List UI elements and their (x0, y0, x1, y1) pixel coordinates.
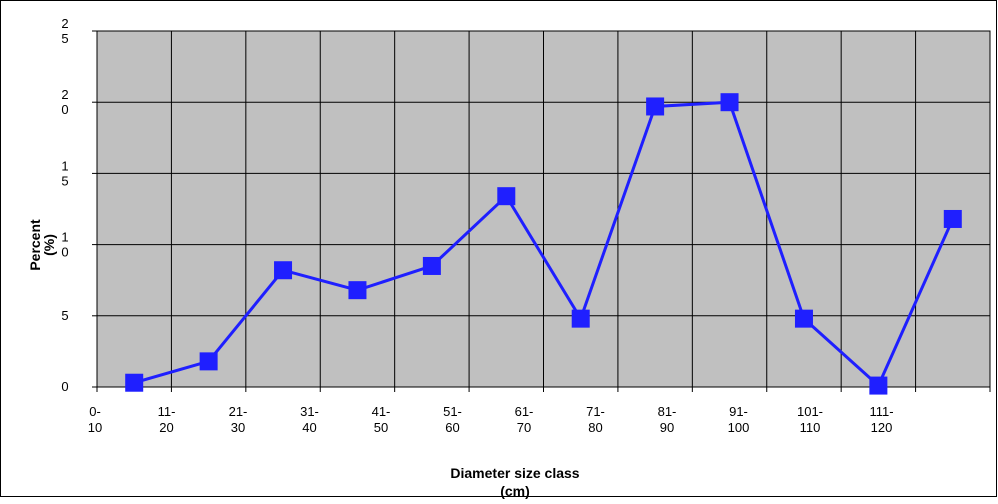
marker (869, 376, 888, 395)
x-tick-label: 61-70 (515, 404, 534, 435)
x-tick-label: 41-50 (372, 404, 391, 435)
x-tick-label: 0-10 (88, 404, 102, 435)
x-tick-label: 11-20 (158, 404, 176, 435)
marker (943, 209, 962, 228)
x-tick-label: 71-80 (586, 404, 605, 435)
marker (720, 93, 739, 112)
x-tick-label: 81-90 (658, 404, 677, 435)
y-axis-title: Percent(%) (27, 219, 57, 271)
marker (794, 309, 813, 328)
series-line (133, 100, 955, 389)
marker (274, 261, 293, 280)
plot-border (96, 30, 991, 388)
marker (125, 373, 144, 392)
marker (497, 187, 516, 206)
y-tick-label: 5 (61, 308, 68, 323)
marker (199, 352, 218, 371)
y-tick-label: 0 (61, 379, 68, 394)
marker (646, 97, 665, 116)
marker (422, 256, 441, 275)
x-tick-label: 51-60 (443, 404, 462, 435)
x-tick-label: 91-100 (728, 404, 750, 435)
x-tick-label: 31-40 (300, 404, 319, 435)
x-tick-label: 101-110 (797, 404, 823, 435)
x-axis-title: Diameter size class (cm) (450, 465, 579, 499)
marker (348, 281, 367, 300)
x-tick-label: 111-120 (869, 404, 893, 435)
x-tick-label: 21-30 (229, 404, 248, 435)
marker (571, 309, 590, 328)
